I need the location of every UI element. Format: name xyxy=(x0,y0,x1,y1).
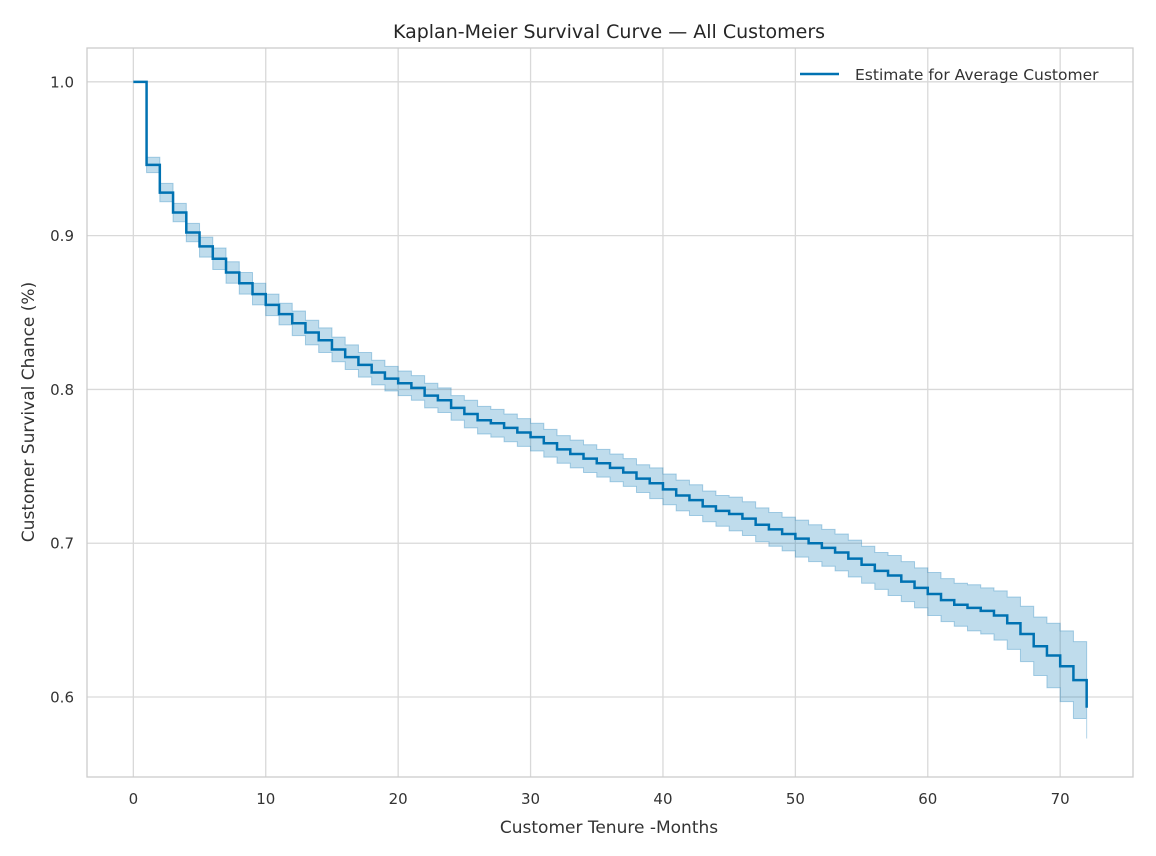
x-tick-label: 40 xyxy=(653,790,672,808)
x-tick-label: 60 xyxy=(918,790,937,808)
x-tick-label: 20 xyxy=(389,790,408,808)
y-tick-label: 0.7 xyxy=(50,535,74,553)
x-tick-label: 30 xyxy=(521,790,540,808)
x-axis-title: Customer Tenure -Months xyxy=(500,818,718,838)
x-tick-label: 10 xyxy=(256,790,275,808)
x-tick-label: 50 xyxy=(786,790,805,808)
survival-step-line xyxy=(133,80,1088,708)
grid-lines xyxy=(87,48,1133,777)
plot-frame xyxy=(86,47,1134,778)
legend-label: Estimate for Average Customer xyxy=(855,66,1099,84)
y-tick-labels: 0.6 0.7 0.8 0.9 1.0 xyxy=(50,73,74,706)
chart-title: Kaplan-Meier Survival Curve — All Custom… xyxy=(393,21,825,43)
x-tick-label: 70 xyxy=(1051,790,1070,808)
legend: Estimate for Average Customer xyxy=(800,66,1099,84)
x-tick-label: 0 xyxy=(129,790,139,808)
y-axis-title: Customer Survival Chance (%) xyxy=(19,282,39,542)
x-tick-labels: 0 10 20 30 40 50 60 70 xyxy=(129,790,1070,808)
y-tick-label: 0.9 xyxy=(50,227,74,245)
y-tick-label: 0.8 xyxy=(50,381,74,399)
survival-line xyxy=(133,80,1088,708)
y-tick-label: 0.6 xyxy=(50,689,74,707)
y-tick-label: 1.0 xyxy=(50,73,74,91)
